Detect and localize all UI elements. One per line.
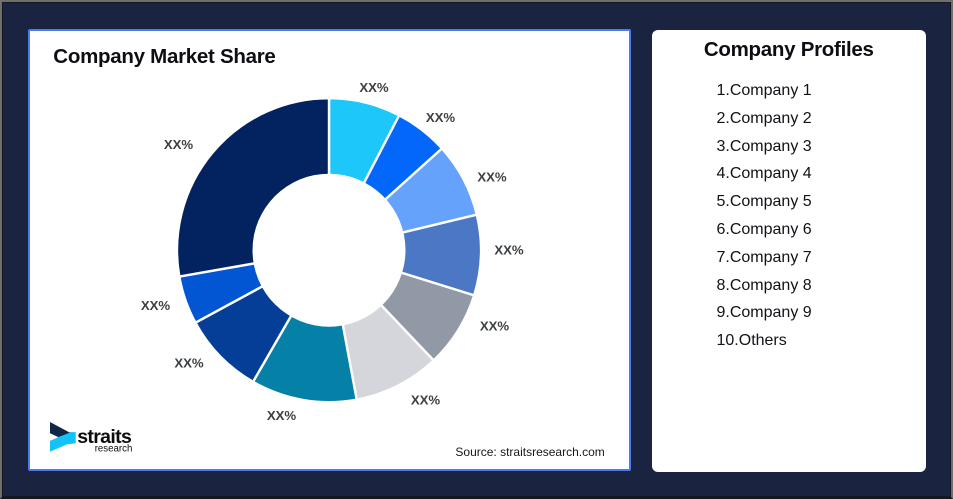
svg-text:XX%: XX% — [174, 355, 204, 370]
svg-text:XX%: XX% — [480, 318, 510, 333]
svg-text:XX%: XX% — [477, 169, 507, 184]
svg-text:XX%: XX% — [267, 408, 297, 423]
svg-text:XX%: XX% — [164, 137, 194, 152]
svg-text:XX%: XX% — [494, 242, 524, 257]
svg-text:XX%: XX% — [411, 392, 441, 407]
svg-text:straits: straits — [77, 426, 132, 448]
svg-text:XX%: XX% — [141, 298, 171, 313]
svg-text:research: research — [95, 444, 133, 455]
svg-text:XX%: XX% — [426, 110, 456, 125]
svg-text:XX%: XX% — [359, 80, 389, 95]
